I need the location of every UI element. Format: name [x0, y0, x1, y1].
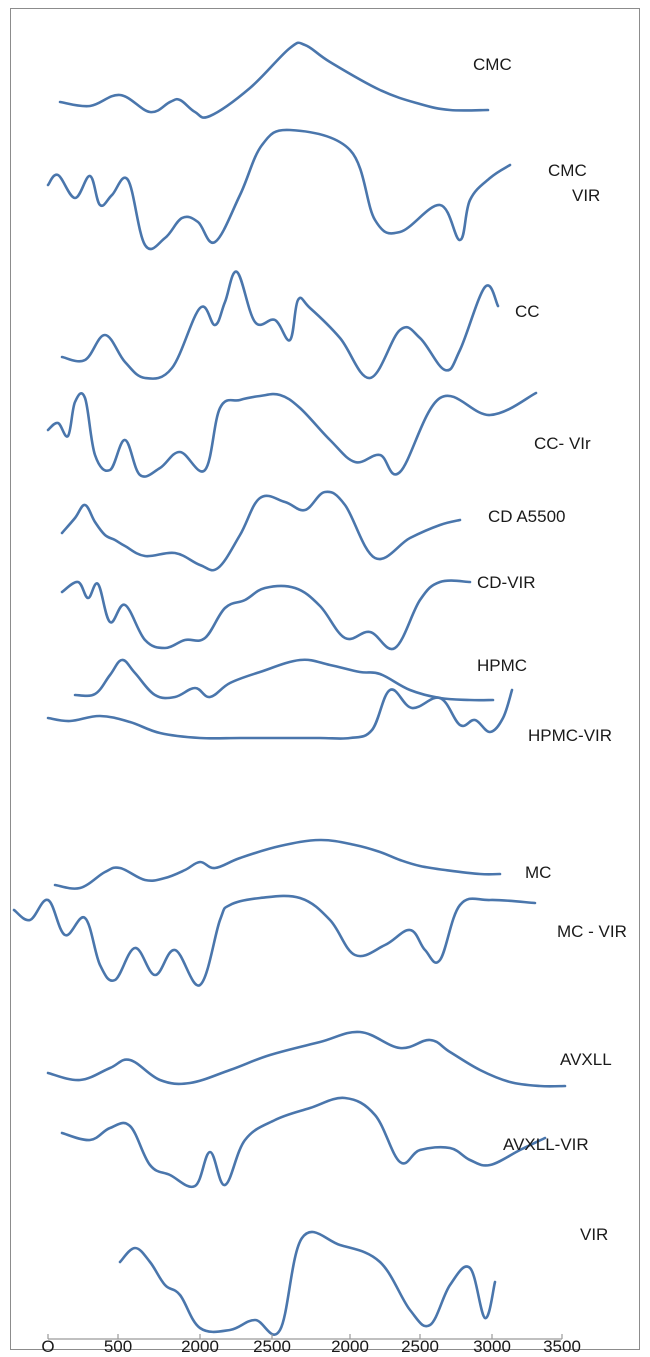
- series-line-cd-vir: [60, 579, 472, 651]
- series-label-1: CMC: [473, 55, 512, 74]
- series-label-11: AVXLL: [560, 1050, 612, 1069]
- x-tick-group: O 500 2000 2500 2000 2500 3000 3500: [41, 1334, 581, 1356]
- series-label-3: CC: [515, 302, 540, 321]
- x-tick-label: 2000: [331, 1337, 369, 1356]
- series-label-10: MC - VIR: [557, 922, 627, 941]
- series-line-hpmc: [73, 658, 495, 702]
- series-group: [12, 41, 567, 1336]
- chart-frame: [10, 8, 640, 1350]
- series-line-avxll-vir: [60, 1096, 547, 1189]
- series-label-12: AVXLL-VIR: [503, 1135, 589, 1154]
- x-tick-label: 2500: [253, 1337, 291, 1356]
- series-label-9: MC: [525, 863, 551, 882]
- series-label-13: VIR: [580, 1225, 608, 1244]
- series-label-7: HPMC: [477, 656, 527, 675]
- x-tick-label: 3000: [473, 1337, 511, 1356]
- series-line-cmc-vir: [46, 128, 512, 251]
- series-line-cd-a5500: [60, 490, 462, 572]
- series-label-6: CD-VIR: [477, 573, 536, 592]
- series-labels: CMC CMC VIR CC CC- VIr CD A5500 CD-VIR HPMC HPMC…: [473, 55, 627, 1244]
- series-line-mc: [53, 838, 502, 890]
- series-line-cc-vir: [46, 391, 538, 478]
- x-tick-label: 2500: [401, 1337, 439, 1356]
- series-label-2: CMC VIR: [548, 161, 600, 205]
- series-label-8: HPMC-VIR: [528, 726, 612, 745]
- x-tick-label: 500: [104, 1337, 132, 1356]
- series-line-avxll: [46, 1030, 567, 1088]
- series-line-hpmc-vir: [46, 688, 514, 740]
- series-line-mc-vir: [12, 894, 537, 987]
- series-line-cmc: [58, 41, 490, 119]
- series-label-4: CC- VIr: [534, 434, 591, 453]
- series-label-5: CD A5500: [488, 507, 566, 526]
- x-tick-label: O: [41, 1337, 54, 1356]
- series-line-vir: [118, 1230, 497, 1336]
- series-line-cc: [60, 270, 500, 380]
- x-tick-label: 2000: [181, 1337, 219, 1356]
- x-tick-label: 3500: [543, 1337, 581, 1356]
